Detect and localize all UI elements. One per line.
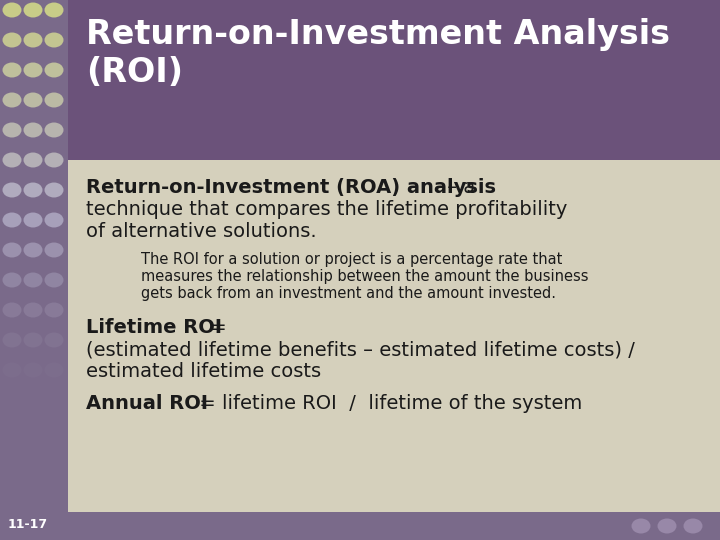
Ellipse shape: [45, 63, 63, 78]
Text: Return-on-Investment (ROA) analysis: Return-on-Investment (ROA) analysis: [86, 178, 496, 197]
Ellipse shape: [2, 242, 22, 258]
Text: measures the relationship between the amount the business: measures the relationship between the am…: [141, 269, 588, 284]
Ellipse shape: [24, 333, 42, 348]
Ellipse shape: [2, 362, 22, 377]
Ellipse shape: [24, 393, 42, 408]
Ellipse shape: [45, 213, 63, 227]
Ellipse shape: [2, 63, 22, 78]
Text: = lifetime ROI  /  lifetime of the system: = lifetime ROI / lifetime of the system: [193, 394, 582, 413]
Text: Return-on-Investment Analysis: Return-on-Investment Analysis: [86, 18, 670, 51]
Ellipse shape: [2, 393, 22, 408]
Bar: [0, 0, 68, 540]
Text: (ROI): (ROI): [86, 56, 183, 89]
Ellipse shape: [24, 63, 42, 78]
Ellipse shape: [45, 333, 63, 348]
Ellipse shape: [24, 183, 42, 198]
Ellipse shape: [24, 273, 42, 287]
Ellipse shape: [631, 518, 650, 534]
Text: estimated lifetime costs: estimated lifetime costs: [86, 362, 321, 381]
Ellipse shape: [2, 183, 22, 198]
Ellipse shape: [2, 273, 22, 287]
Ellipse shape: [2, 333, 22, 348]
Ellipse shape: [24, 32, 42, 48]
Ellipse shape: [45, 242, 63, 258]
Text: – a: – a: [441, 178, 475, 197]
Text: Annual ROI: Annual ROI: [86, 394, 208, 413]
Ellipse shape: [2, 152, 22, 167]
Ellipse shape: [45, 92, 63, 107]
Ellipse shape: [45, 393, 63, 408]
Bar: [68, 0, 720, 160]
Text: gets back from an investment and the amount invested.: gets back from an investment and the amo…: [141, 286, 556, 301]
Ellipse shape: [24, 92, 42, 107]
Ellipse shape: [2, 3, 22, 17]
Ellipse shape: [45, 362, 63, 377]
Ellipse shape: [45, 123, 63, 138]
Ellipse shape: [683, 518, 703, 534]
Text: of alternative solutions.: of alternative solutions.: [86, 222, 317, 241]
Ellipse shape: [2, 92, 22, 107]
Text: technique that compares the lifetime profitability: technique that compares the lifetime pro…: [86, 200, 567, 219]
Ellipse shape: [657, 518, 677, 534]
Ellipse shape: [24, 242, 42, 258]
Ellipse shape: [45, 302, 63, 318]
Ellipse shape: [45, 3, 63, 17]
Ellipse shape: [45, 32, 63, 48]
Ellipse shape: [24, 362, 42, 377]
Ellipse shape: [2, 123, 22, 138]
Ellipse shape: [45, 152, 63, 167]
Ellipse shape: [2, 213, 22, 227]
Ellipse shape: [2, 302, 22, 318]
Text: Lifetime ROI: Lifetime ROI: [86, 318, 222, 337]
Ellipse shape: [2, 32, 22, 48]
Ellipse shape: [24, 302, 42, 318]
Text: =: =: [204, 318, 227, 337]
Ellipse shape: [24, 152, 42, 167]
Ellipse shape: [24, 123, 42, 138]
Bar: [68, 160, 720, 512]
Ellipse shape: [45, 273, 63, 287]
Ellipse shape: [45, 183, 63, 198]
Text: 11-17: 11-17: [8, 518, 48, 531]
Bar: [0, 512, 720, 540]
Text: The ROI for a solution or project is a percentage rate that: The ROI for a solution or project is a p…: [141, 252, 562, 267]
Ellipse shape: [24, 3, 42, 17]
Text: (estimated lifetime benefits – estimated lifetime costs) /: (estimated lifetime benefits – estimated…: [86, 340, 635, 359]
Ellipse shape: [24, 213, 42, 227]
